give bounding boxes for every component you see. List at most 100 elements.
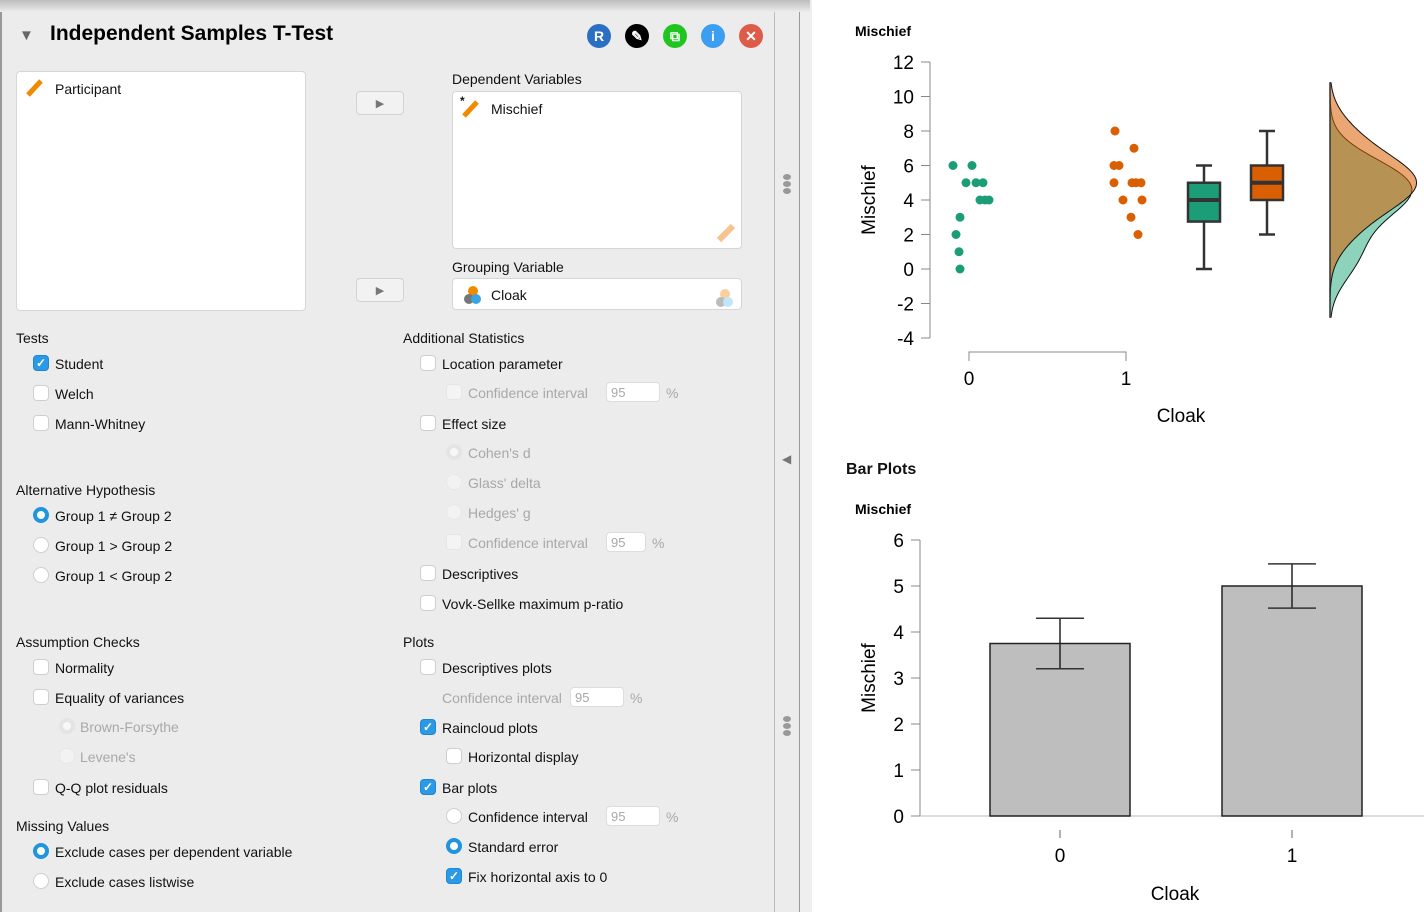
effect-size-label: Effect size: [442, 416, 507, 432]
y-tick-label: 3: [893, 669, 904, 690]
percent-sign: %: [666, 385, 679, 401]
location-parameter-checkbox[interactable]: [420, 355, 436, 371]
hedges-g-radio[interactable]: [446, 504, 462, 520]
effect-size-ci-checkbox[interactable]: [446, 534, 462, 550]
dependent-variables-list[interactable]: * Mischief: [452, 91, 742, 249]
alt-hypothesis-radio[interactable]: [33, 507, 49, 523]
descriptives-plots-ci-input[interactable]: [570, 687, 624, 707]
panel-splitter[interactable]: ◀: [775, 0, 800, 912]
available-variables-list[interactable]: Participant: [16, 71, 306, 311]
test-label: Welch: [55, 386, 94, 402]
data-point-group-1: [1126, 212, 1136, 222]
fix-horizontal-axis-checkbox[interactable]: ✓: [446, 868, 462, 884]
analysis-title[interactable]: Independent Samples T-Test: [50, 22, 334, 45]
plots-heading: Plots: [403, 634, 435, 650]
data-point-group-0: [971, 178, 981, 188]
glass-delta-radio[interactable]: [446, 474, 462, 490]
alternative-hypothesis-heading: Alternative Hypothesis: [16, 482, 156, 498]
descriptives-checkbox[interactable]: [420, 565, 436, 581]
effect-size-checkbox[interactable]: [420, 415, 436, 431]
test-welch-checkbox[interactable]: [33, 385, 49, 401]
y-tick-label: 6: [893, 531, 904, 552]
hedges-g-label: Hedges' g: [468, 505, 531, 521]
fix-horizontal-axis-label: Fix horizontal axis to 0: [468, 869, 608, 885]
drag-handle-icon[interactable]: [783, 174, 791, 195]
close-button[interactable]: ✕: [739, 24, 763, 48]
horizontal-display-label: Horizontal display: [468, 749, 579, 765]
test-mann-whitney-checkbox[interactable]: [33, 415, 49, 431]
alt-hypothesis-label: Group 1 < Group 2: [55, 568, 173, 584]
descriptives-plots-ci-label: Confidence interval: [442, 690, 562, 706]
y-tick-label: 0: [893, 807, 904, 828]
variable-label: Mischief: [491, 101, 543, 117]
equality-of-variances-label: Equality of variances: [55, 690, 185, 706]
test-student-checkbox[interactable]: ✓: [33, 355, 49, 371]
y-tick-label: 1: [893, 761, 904, 782]
raincloud-plots-checkbox[interactable]: ✓: [420, 719, 436, 735]
descriptives-label: Descriptives: [442, 566, 519, 582]
collapse-triangle-icon[interactable]: ▼: [19, 27, 34, 44]
drag-handle-icon[interactable]: [783, 716, 791, 737]
bar-ci-radio[interactable]: [446, 808, 462, 824]
cohens-d-radio[interactable]: [446, 444, 462, 460]
data-point-group-1: [1114, 161, 1124, 170]
missing-values-radio[interactable]: [33, 873, 49, 889]
percent-sign: %: [666, 809, 679, 825]
alt-hypothesis-radio[interactable]: [33, 567, 49, 583]
qq-plot-checkbox[interactable]: [33, 779, 49, 795]
data-point-group-0: [954, 247, 964, 257]
x-tick-label: 0: [1055, 846, 1066, 867]
variable-item[interactable]: Participant: [17, 78, 305, 100]
descriptives-plots-checkbox[interactable]: [420, 659, 436, 675]
missing-values-radio[interactable]: [33, 843, 49, 859]
data-point-group-0: [955, 212, 965, 222]
bar-plots-checkbox[interactable]: ✓: [420, 779, 436, 795]
location-ci-input[interactable]: [606, 382, 660, 402]
bar-1: [1221, 585, 1363, 817]
alt-hypothesis-radio[interactable]: [33, 537, 49, 553]
vovk-sellke-checkbox[interactable]: [420, 595, 436, 611]
grouping-variable-field[interactable]: Cloak: [452, 278, 742, 310]
data-point-group-1: [1118, 195, 1128, 205]
horizontal-display-checkbox[interactable]: [446, 748, 462, 764]
data-point-group-1: [1129, 143, 1139, 153]
cohens-d-label: Cohen's d: [468, 445, 531, 461]
results-gutter: [800, 0, 812, 912]
percent-sign: %: [630, 690, 643, 706]
standard-error-radio[interactable]: [446, 838, 462, 854]
raincloud-plot-title: Mischief: [855, 23, 911, 39]
data-point-group-1: [1110, 126, 1120, 136]
box-group-0: [1186, 181, 1222, 223]
bar-0: [989, 642, 1131, 817]
effect-size-ci-input[interactable]: [606, 532, 646, 552]
standard-error-label: Standard error: [468, 839, 559, 855]
bar-plot-title: Mischief: [855, 501, 911, 517]
grouping-variable-value: Cloak: [491, 287, 527, 303]
y-tick-label: -2: [897, 295, 914, 316]
levene-radio[interactable]: [59, 748, 75, 764]
bar-plots-heading: Bar Plots: [846, 461, 917, 478]
duplicate-button[interactable]: ⧉: [663, 24, 687, 48]
data-point-group-0: [961, 178, 971, 188]
move-to-grouping-button[interactable]: ▶: [356, 278, 404, 302]
collapse-panel-arrow-icon[interactable]: ◀: [782, 452, 792, 466]
r-syntax-button[interactable]: R: [587, 24, 611, 48]
raincloud-y-axis-label: Mischief: [859, 164, 880, 234]
raincloud-plot: Mischief Mischief Cloak -4 -2 0 2 4 6 8 10 12 0 1: [855, 23, 1418, 427]
grouping-variable-label: Grouping Variable: [452, 259, 564, 275]
location-ci-label: Confidence interval: [468, 385, 588, 401]
edit-title-button[interactable]: ✎: [625, 24, 649, 48]
scale-variable-icon: [462, 100, 479, 118]
y-tick-label: 4: [903, 191, 914, 212]
bar-ci-input[interactable]: [606, 806, 660, 826]
normality-label: Normality: [55, 660, 115, 676]
scale-variable-icon: [26, 79, 43, 97]
data-point-group-1: [1133, 230, 1143, 239]
info-button[interactable]: i: [701, 24, 725, 48]
equality-of-variances-checkbox[interactable]: [33, 689, 49, 705]
location-ci-checkbox[interactable]: [446, 384, 462, 400]
brown-forsythe-radio[interactable]: [59, 718, 75, 734]
normality-checkbox[interactable]: [33, 659, 49, 675]
dependent-variable-item[interactable]: * Mischief: [453, 94, 741, 120]
move-to-dependent-button[interactable]: ▶: [356, 91, 404, 115]
